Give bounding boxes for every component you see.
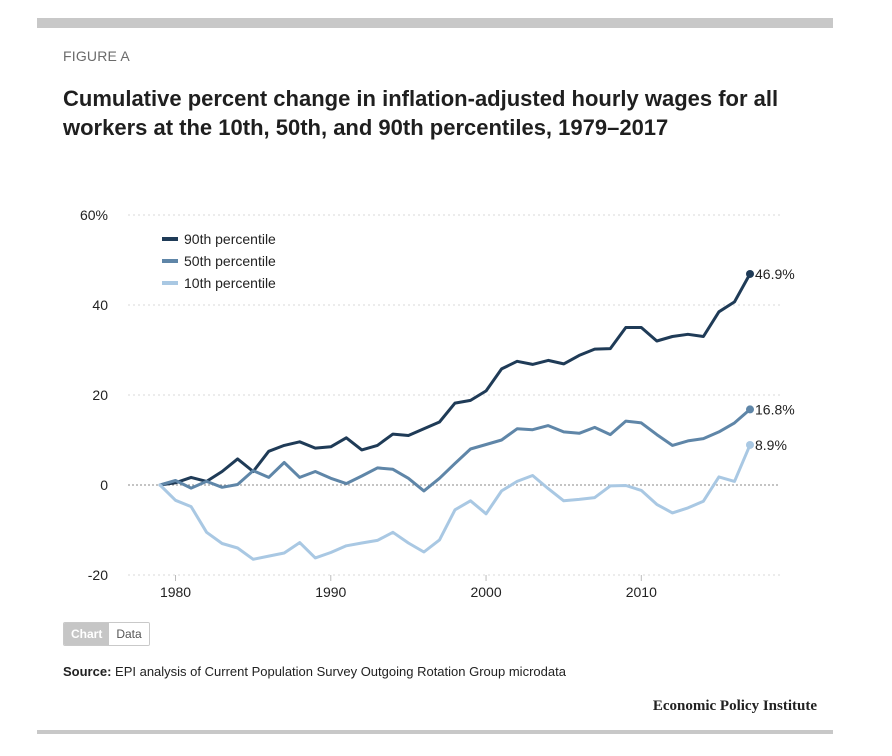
- view-toggle: Chart Data: [63, 622, 150, 646]
- x-tick-label: 1980: [160, 584, 191, 600]
- series-line-50th: [158, 407, 752, 493]
- series-line-90th: [158, 272, 752, 487]
- data-label: 16.8%: [755, 401, 795, 417]
- data-label: 46.9%: [755, 266, 795, 282]
- y-tick-label: -20: [88, 567, 108, 583]
- x-tick-label: 1990: [315, 584, 346, 600]
- figure-label: FIGURE A: [63, 48, 130, 64]
- series-end-marker: [746, 440, 754, 449]
- legend-label: 10th percentile: [184, 275, 276, 291]
- legend-label: 90th percentile: [184, 231, 276, 247]
- source-prefix: Source:: [63, 664, 112, 679]
- series-end-marker: [746, 269, 754, 278]
- x-tick-label: 2000: [470, 584, 501, 600]
- legend-label: 50th percentile: [184, 253, 276, 269]
- y-tick-label: 20: [92, 387, 108, 403]
- bottom-rule: [37, 730, 833, 734]
- y-tick-label: 0: [100, 477, 108, 493]
- source-text: EPI analysis of Current Population Surve…: [111, 664, 566, 679]
- line-chart: -20 0 20 40 60% 1980 1990 2000 2010 46.9% 16.8% 8.9…: [80, 207, 795, 600]
- y-tick-label: 40: [92, 297, 108, 313]
- y-tick-label: 60%: [80, 207, 108, 223]
- tab-chart[interactable]: Chart: [64, 623, 110, 645]
- top-rule: [37, 18, 833, 28]
- series-line-10th: [158, 443, 752, 561]
- series-end-marker: [746, 405, 754, 414]
- data-label: 8.9%: [755, 437, 787, 453]
- x-tick-label: 2010: [626, 584, 657, 600]
- chart-title: Cumulative percent change in inflation-a…: [63, 86, 779, 140]
- publisher-logo: Economic Policy Institute: [652, 698, 817, 714]
- source-note: Source: EPI analysis of Current Populati…: [63, 664, 566, 679]
- tab-data[interactable]: Data: [109, 623, 149, 645]
